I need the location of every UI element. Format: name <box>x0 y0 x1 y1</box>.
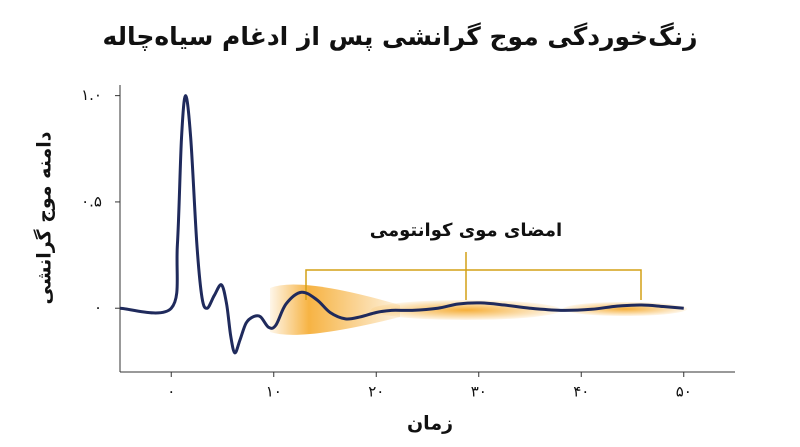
y-tick-label: ۱.۰ <box>81 86 102 104</box>
line <box>119 94 684 355</box>
x-tick-label: ۱۰ <box>266 383 282 401</box>
y-axis-label: دامنه موج گرانشی <box>33 131 56 304</box>
x-tick-label: ۴۰ <box>573 383 589 401</box>
x-tick-label: ۲۰ <box>368 383 384 401</box>
chart-title: زنگ‌خوردگی موج گرانشی پس از ادغام سیاه‌چ… <box>102 22 697 52</box>
envelope <box>270 284 400 335</box>
y-tick-label: ۰.۵ <box>81 192 102 210</box>
bracket <box>305 252 642 300</box>
x-tick-label: ۵۰ <box>676 383 692 401</box>
x-tick-label: ۳۰ <box>471 383 487 401</box>
y-tick-label: ۰ <box>94 299 102 317</box>
x-tick-label: ۰ <box>167 383 175 401</box>
annotation: امضای موی کوانتومی <box>370 220 562 241</box>
x-axis-label: زمان <box>407 413 453 435</box>
